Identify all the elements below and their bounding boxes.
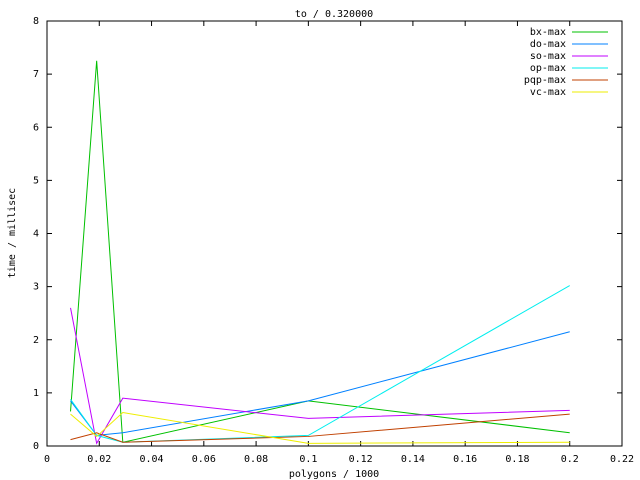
y-axis-label: time / millisec (7, 188, 18, 278)
x-tick-label: 0.22 (610, 454, 634, 465)
x-tick-label: 0.08 (244, 454, 268, 465)
x-tick-label: 0.1 (299, 454, 317, 465)
y-tick-label: 2 (33, 335, 39, 346)
series-line (70, 60, 570, 443)
x-axis-label: polygons / 1000 (289, 469, 379, 480)
y-tick-label: 5 (33, 175, 39, 186)
x-tick-label: 0.2 (561, 454, 579, 465)
y-tick-label: 3 (33, 282, 39, 293)
y-tick-label: 1 (33, 388, 39, 399)
x-tick-label: 0 (44, 454, 50, 465)
y-tick-label: 4 (33, 229, 39, 240)
x-tick-label: 0.12 (349, 454, 373, 465)
y-tick-label: 6 (33, 122, 39, 133)
series-line (70, 307, 570, 445)
legend-label: so-max (530, 51, 566, 62)
legend-label: vc-max (530, 87, 566, 98)
y-tick-label: 0 (33, 441, 39, 452)
legend-label: bx-max (530, 27, 566, 38)
series-line (70, 285, 570, 443)
x-tick-label: 0.14 (401, 454, 425, 465)
x-tick-label: 0.02 (87, 454, 111, 465)
legend-label: op-max (530, 63, 566, 74)
x-tick-label: 0.04 (139, 454, 163, 465)
x-tick-label: 0.16 (453, 454, 477, 465)
legend-label: do-max (530, 39, 566, 50)
x-tick-label: 0.06 (192, 454, 216, 465)
y-tick-label: 8 (33, 16, 39, 27)
series-line (70, 413, 570, 443)
legend-label: pqp-max (524, 75, 566, 86)
series-line (70, 331, 570, 436)
x-tick-label: 0.18 (505, 454, 529, 465)
series-line (70, 411, 570, 444)
chart-title: to / 0.320000 (295, 9, 373, 20)
y-tick-label: 7 (33, 69, 39, 80)
